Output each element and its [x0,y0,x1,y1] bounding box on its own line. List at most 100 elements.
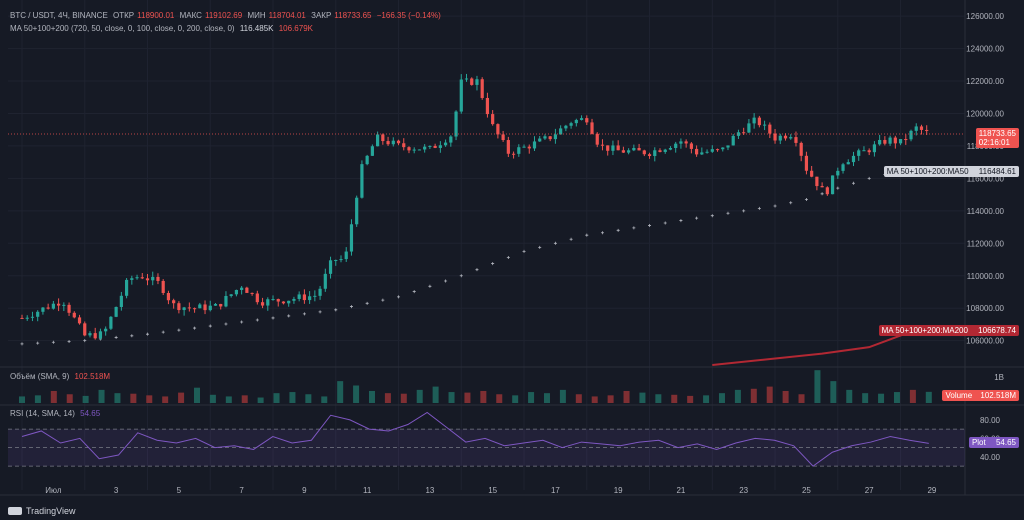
ma50-marker [459,274,463,278]
open-value: 118900.01 [137,11,175,20]
candle-body [815,176,819,187]
candle-body [878,139,882,145]
candle-body [370,146,374,156]
close-label: ЗАКР [311,11,332,20]
candle-body [339,259,343,261]
candle-body [600,144,605,146]
price-tick-label: 126000.00 [966,12,1004,21]
candle-body [161,280,165,293]
low-label: МИН [247,11,266,20]
candle-body [376,134,380,147]
branding[interactable]: TradingView [8,506,76,516]
candle-body [783,135,788,139]
ma50-marker [851,181,855,185]
candle-body [846,162,850,165]
time-axis: Июл 3 5 7 9 11 13 15 17 19 21 23 25 27 29 [45,486,937,495]
candle-body [334,260,338,262]
volume-bar [750,388,757,403]
volume-bar [257,397,264,403]
candle-body [83,323,87,336]
candle-body [360,164,364,198]
ma200-tag-value: 106678.74 [978,326,1016,335]
volume-bar [400,393,407,403]
candle-body [459,79,463,112]
candle-body [119,295,123,307]
candle-body [182,307,186,311]
candle-body [198,304,202,309]
candle-body [349,224,354,252]
candle-body [830,175,835,195]
candle-body [532,141,537,149]
ma50-marker [318,310,322,314]
time-tick-label: 13 [425,486,434,495]
candle-body [156,276,160,281]
candle-body [412,149,416,151]
candle-body [569,123,573,126]
candle-body [260,302,265,306]
ma50-marker [836,186,840,190]
ma-legend: MA 50+100+200 (720, 50, close, 0, 100, c… [10,24,316,33]
volume-bar [878,393,885,403]
ma200-tag-label: MA 50+100+200:MA200 [881,326,968,335]
candle-body [381,134,385,142]
ma50-tag-label: MA 50+100+200:MA50 [886,167,969,176]
candle-body [653,150,657,157]
ma50-marker [663,221,667,225]
volume-bar [782,390,789,403]
candle-body [668,147,673,150]
ma50-marker [789,201,793,205]
candle-body [172,300,176,304]
candle-body [365,155,369,165]
candle-body [266,299,270,306]
time-tick-label: 5 [177,486,182,495]
ma50-marker [271,316,275,320]
candle-body [417,149,422,151]
ma-label: MA 50+100+200 (720, 50, close, 0, 100, c… [10,24,235,33]
volume-bar [146,395,153,403]
volume-bar [241,395,248,403]
ma50-marker [695,216,699,220]
price-tick-label: 116000.00 [967,174,1005,183]
candle-body [114,306,118,317]
candle-body [695,148,699,155]
ma50-marker [444,279,448,283]
price-tick-label: 114000.00 [967,207,1005,216]
volume-bar [66,394,73,403]
volume-bar [623,390,630,403]
candle-body [20,317,24,319]
candle-body [522,146,526,148]
change-value: −166.35 (−0.14%) [376,11,441,20]
candle-body [30,316,35,318]
ma50-marker [757,206,761,210]
candle-body [867,150,871,153]
volume-bar [734,389,741,403]
candle-body [245,287,249,293]
time-tick-label: 29 [927,486,936,495]
candle-body [747,123,751,133]
candle-body [25,317,29,319]
candle-body [742,132,746,134]
symbol-title: BTC / USDT, 4Ч, BINANCE [10,11,108,20]
last-price-value: 118733.65 [978,129,1016,138]
candle-body [297,294,301,299]
candle-body [862,150,866,152]
ma50-marker [412,290,416,294]
volume-bar [82,395,89,403]
candle-body [449,136,453,143]
candle-body [271,299,275,301]
ma50-marker [428,284,432,288]
volume-bar [384,393,391,403]
candle-body [574,119,578,124]
ma200-line [712,328,917,366]
candle-body [491,114,495,125]
rsi-tag-value: 54.65 [995,438,1016,447]
candle-body [778,135,782,141]
price-tick-label: 110000.00 [967,272,1005,281]
price-tick-label: 112000.00 [967,239,1005,248]
candle-body [318,288,322,296]
candle-body [130,278,134,280]
candle-body [464,78,469,80]
volume-bar [19,396,25,403]
